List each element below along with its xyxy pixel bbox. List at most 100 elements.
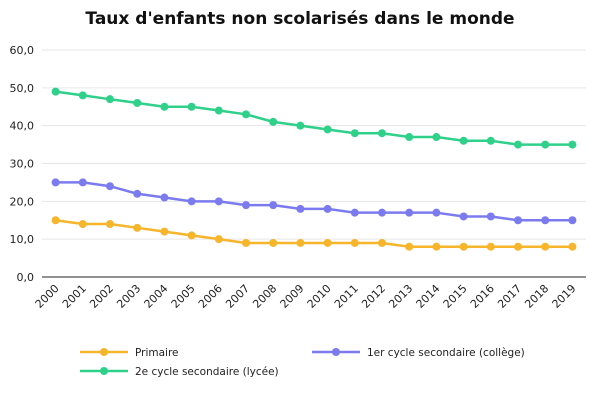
y-tick-label: 60,0	[10, 44, 35, 57]
gridlines	[42, 49, 586, 240]
y-tick-label: 10,0	[10, 233, 35, 246]
y-tick-label: 20,0	[10, 195, 35, 208]
data-point[interactable]	[405, 242, 414, 251]
data-point[interactable]	[214, 106, 223, 115]
data-point[interactable]	[378, 238, 386, 247]
data-point[interactable]	[187, 231, 196, 240]
series-line	[55, 219, 573, 248]
data-point[interactable]	[350, 238, 359, 247]
data-point[interactable]	[133, 223, 142, 232]
data-point[interactable]	[541, 140, 550, 149]
data-point[interactable]	[187, 102, 196, 111]
data-point[interactable]	[78, 178, 87, 187]
data-point[interactable]	[486, 136, 495, 145]
data-point[interactable]	[51, 216, 60, 225]
legend-item[interactable]: Primaire	[80, 347, 179, 359]
data-point[interactable]	[296, 121, 305, 130]
legend-label: 1er cycle secondaire (collège)	[367, 347, 525, 359]
legend-marker	[100, 348, 108, 356]
series-line	[55, 181, 573, 222]
data-point[interactable]	[459, 242, 468, 251]
data-point[interactable]	[78, 220, 87, 229]
legend: Primaire 1er cycle secondaire (collège) 2e…	[80, 347, 525, 378]
x-tick-label: 2006	[196, 282, 225, 311]
data-point[interactable]	[106, 95, 114, 104]
data-point[interactable]	[568, 216, 577, 225]
data-point[interactable]	[514, 216, 522, 225]
data-point[interactable]	[242, 201, 250, 210]
data-point[interactable]	[459, 136, 468, 145]
data-point[interactable]	[541, 216, 550, 225]
data-point[interactable]	[269, 201, 278, 210]
series-line	[55, 90, 573, 146]
data-point[interactable]	[323, 204, 332, 213]
data-point[interactable]	[514, 140, 522, 149]
data-point[interactable]	[51, 178, 60, 187]
x-tick-label: 2001	[60, 282, 89, 311]
data-point[interactable]	[323, 125, 332, 134]
data-point[interactable]	[378, 129, 386, 138]
x-tick-label: 2010	[305, 282, 334, 311]
x-tick-label: 2015	[441, 282, 470, 311]
x-tick-label: 2017	[495, 282, 524, 311]
data-point[interactable]	[514, 242, 522, 251]
data-point[interactable]	[486, 242, 495, 251]
data-point[interactable]	[51, 87, 60, 96]
data-point[interactable]	[269, 238, 278, 247]
y-tick-label: 0,0	[17, 271, 35, 284]
data-point[interactable]	[432, 242, 441, 251]
data-point[interactable]	[106, 182, 114, 191]
series	[51, 216, 577, 251]
data-point[interactable]	[405, 208, 414, 217]
legend-label: 2e cycle secondaire (lycée)	[135, 366, 279, 378]
data-point[interactable]	[378, 208, 386, 217]
data-point[interactable]	[568, 242, 577, 251]
data-point[interactable]	[541, 242, 550, 251]
data-point[interactable]	[160, 102, 169, 111]
data-point[interactable]	[296, 204, 305, 213]
data-point[interactable]	[106, 220, 114, 229]
data-point[interactable]	[405, 133, 414, 142]
data-point[interactable]	[432, 133, 441, 142]
data-point[interactable]	[350, 129, 359, 138]
data-point[interactable]	[160, 193, 169, 202]
x-tick-label: 2012	[359, 282, 388, 311]
legend-marker	[100, 367, 108, 375]
x-tick-label: 2014	[414, 282, 443, 311]
data-point[interactable]	[486, 212, 495, 221]
y-tick-label: 40,0	[10, 120, 35, 133]
x-tick-label: 2007	[223, 282, 252, 311]
data-point[interactable]	[214, 235, 223, 244]
data-point[interactable]	[568, 140, 577, 149]
data-point[interactable]	[323, 238, 332, 247]
data-point[interactable]	[160, 227, 169, 236]
y-axis-ticks: 0,0 10,0 20,0 30,0 40,0 50,0 60,0	[10, 44, 35, 284]
x-tick-label: 2005	[169, 282, 198, 311]
data-point[interactable]	[269, 117, 278, 126]
y-tick-label: 50,0	[10, 82, 35, 95]
data-point[interactable]	[78, 91, 87, 100]
series	[51, 178, 577, 225]
data-point[interactable]	[242, 238, 250, 247]
data-point[interactable]	[432, 208, 441, 217]
data-point[interactable]	[296, 238, 305, 247]
data-point[interactable]	[133, 189, 142, 198]
legend-marker	[332, 348, 340, 356]
data-point[interactable]	[187, 197, 196, 206]
legend-item[interactable]: 1er cycle secondaire (collège)	[312, 347, 525, 359]
x-axis-ticks: 2000200120022003200420052006200720082009…	[33, 282, 579, 311]
data-point[interactable]	[242, 110, 250, 119]
data-point[interactable]	[133, 98, 142, 107]
x-tick-label: 2004	[142, 282, 171, 311]
legend-item[interactable]: 2e cycle secondaire (lycée)	[80, 366, 279, 378]
x-tick-label: 2003	[114, 282, 143, 311]
x-tick-label: 2011	[332, 282, 361, 311]
series-lines	[51, 87, 577, 251]
x-tick-label: 2000	[33, 282, 62, 311]
data-point[interactable]	[350, 208, 359, 217]
data-point[interactable]	[214, 197, 223, 206]
x-tick-label: 2016	[468, 282, 497, 311]
x-tick-label: 2009	[278, 282, 307, 311]
data-point[interactable]	[459, 212, 468, 221]
